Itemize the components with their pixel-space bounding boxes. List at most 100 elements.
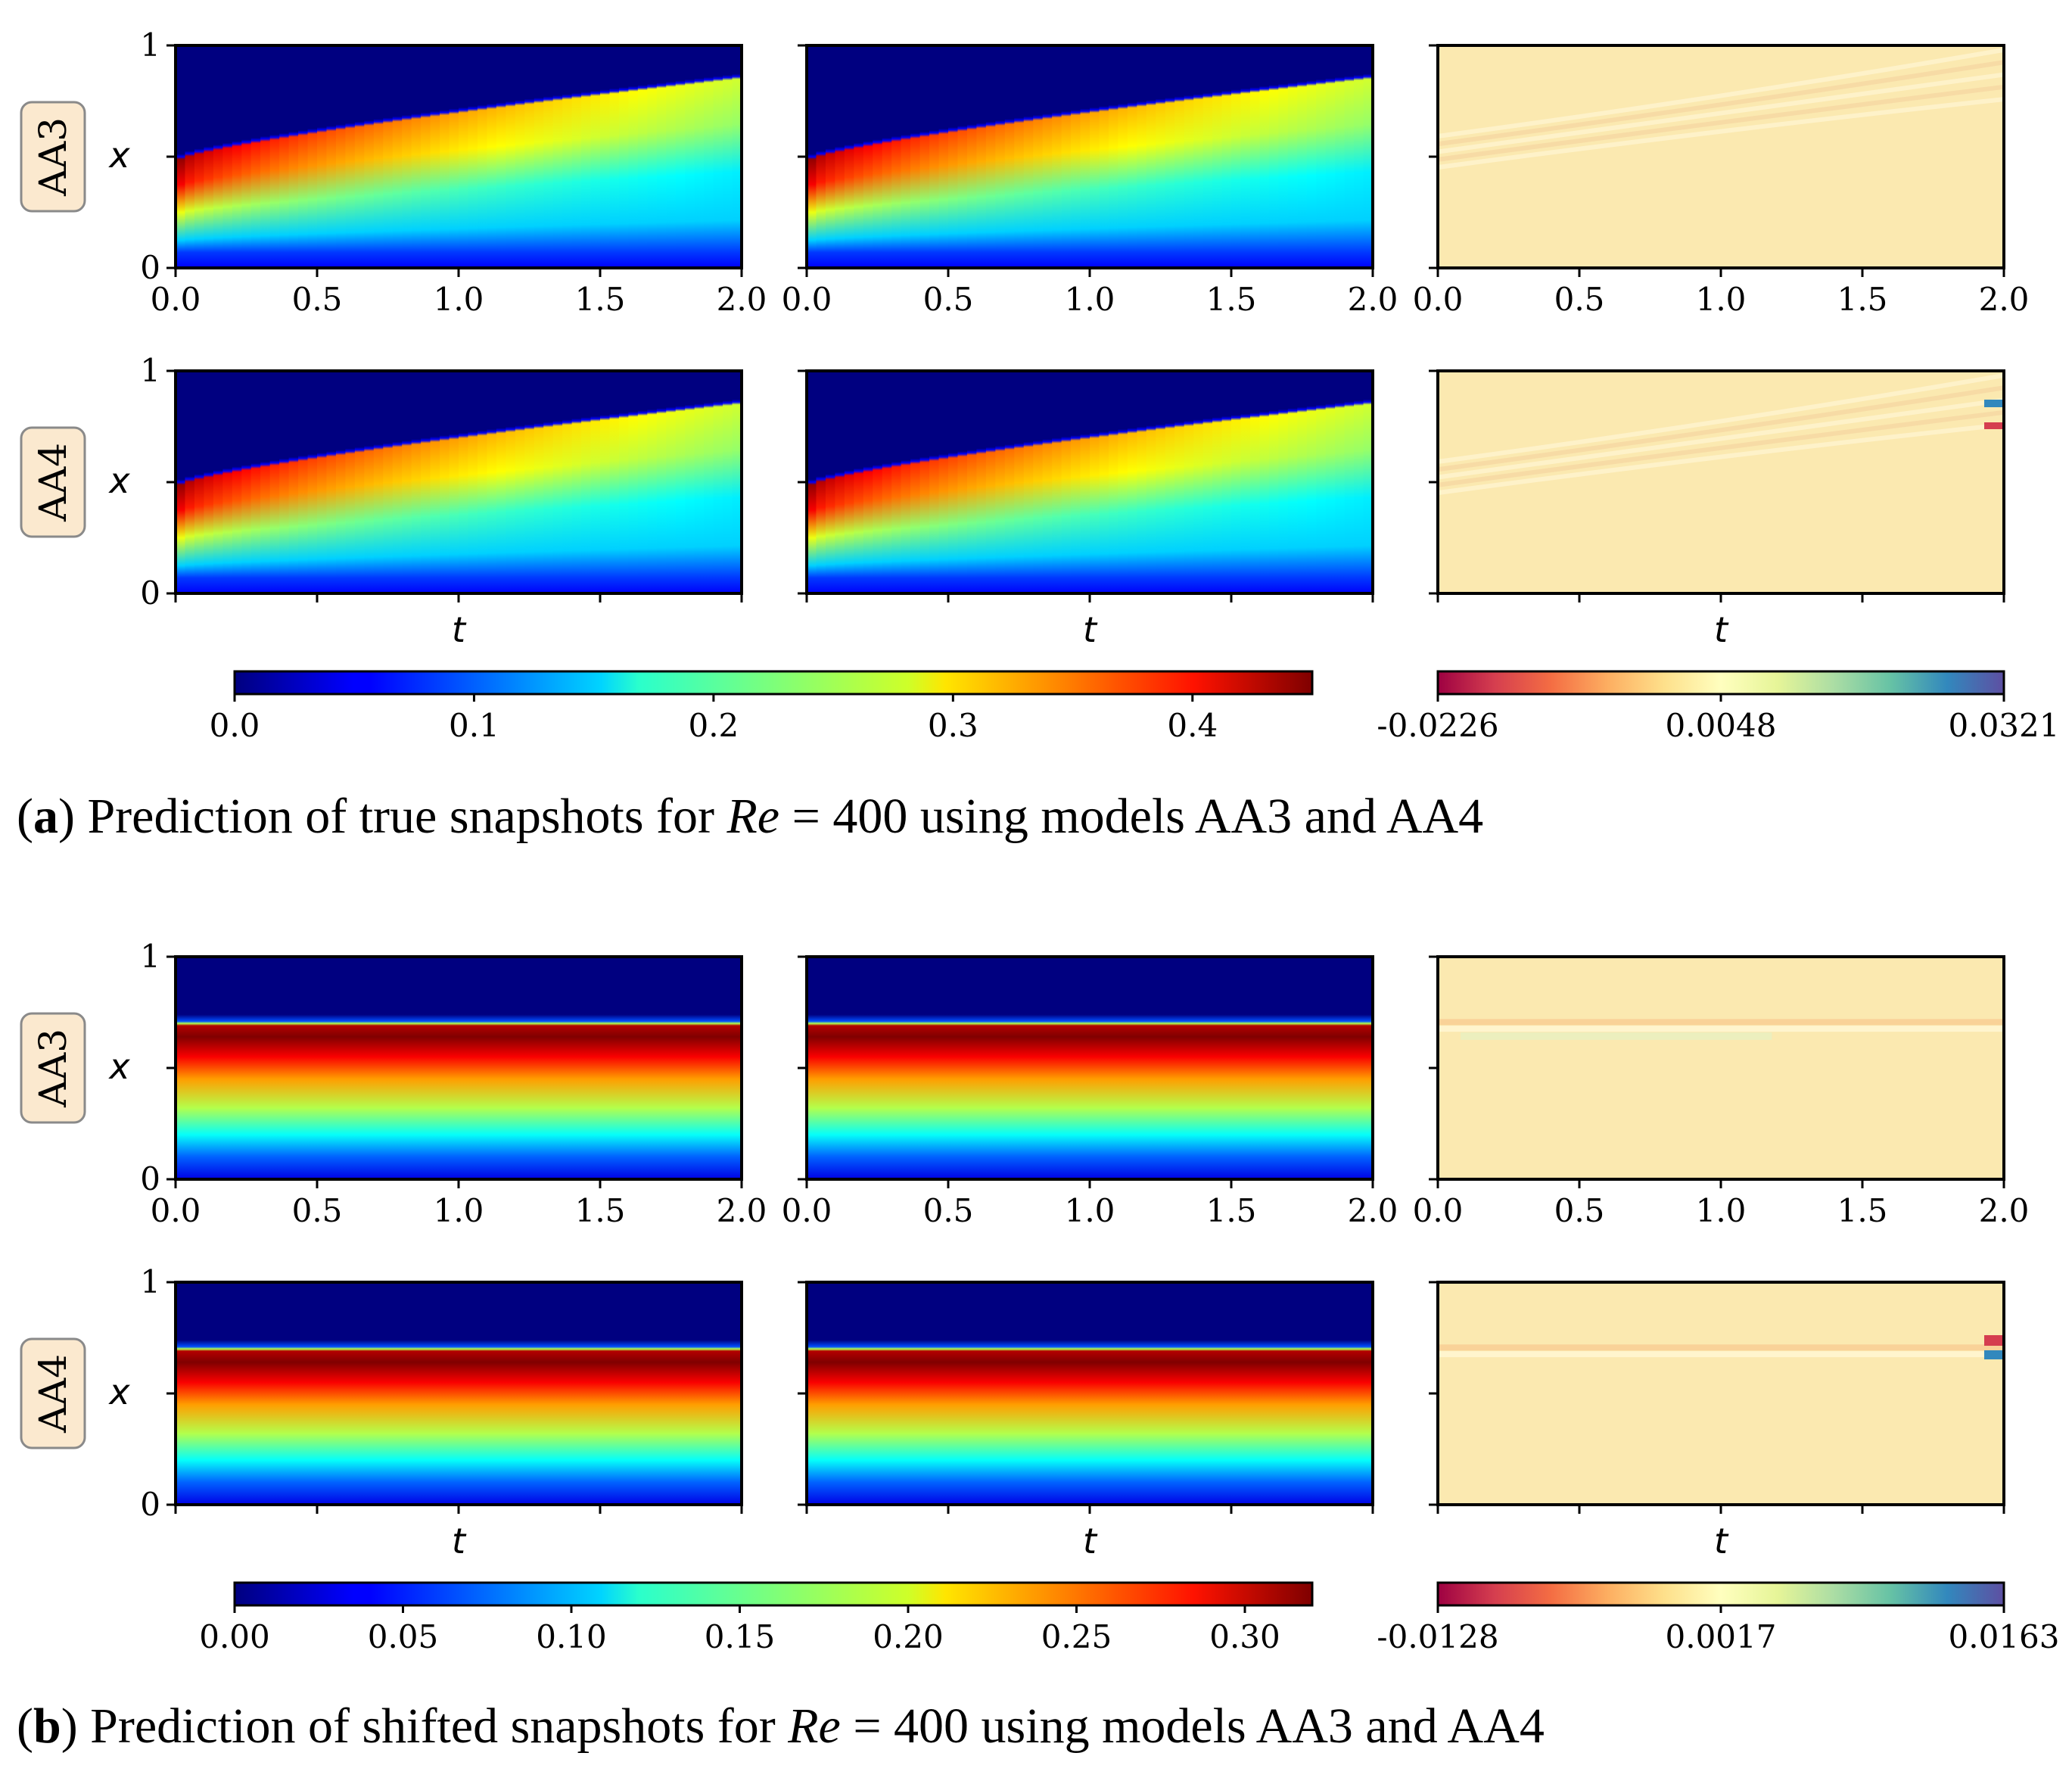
heatmap-column	[854, 45, 864, 268]
heatmap-column	[581, 45, 592, 268]
caption: (b) Prediction of shifted snapshots for …	[17, 1698, 1545, 1754]
heatmap-column	[1127, 45, 1138, 268]
y-axis-label: x	[107, 460, 130, 501]
heatmap-column	[1042, 371, 1053, 593]
colorbar-tick-label: 0.0321	[1949, 707, 2060, 744]
error-background	[1438, 1282, 2004, 1505]
caption: (a) Prediction of true snapshots for Re …	[17, 789, 1483, 844]
caption-letter: b	[33, 1698, 61, 1754]
heatmap-column	[1249, 45, 1261, 268]
error-streak	[1437, 373, 2005, 464]
x-tick-label: 1.5	[1206, 1192, 1257, 1229]
heatmap-column	[354, 371, 366, 593]
heatmap-column	[985, 45, 997, 268]
heatmap-column	[637, 45, 649, 268]
heatmap-column	[1325, 371, 1336, 593]
heatmap-column	[976, 371, 987, 593]
heatmap-column	[373, 371, 384, 593]
heatmap-column	[477, 45, 488, 268]
colorbar-error	[1436, 670, 2005, 696]
heatmap-column	[1202, 45, 1214, 268]
caption-paren: (	[17, 1698, 33, 1754]
x-axis-label: t	[452, 1521, 467, 1561]
heatmap-column	[675, 45, 686, 268]
x-tick-label: 0.0	[782, 281, 832, 318]
heatmap-column	[430, 371, 441, 593]
heatmap-column	[618, 45, 630, 268]
heatmap-column	[185, 371, 195, 593]
x-tick-label: 0.5	[923, 1192, 974, 1229]
heatmap-column	[383, 45, 394, 268]
heatmap-column	[552, 45, 564, 268]
heatmap-column	[1090, 45, 1100, 268]
heatmap-column	[1023, 371, 1034, 593]
heatmap-column	[1240, 371, 1251, 593]
heatmap-column	[222, 371, 233, 593]
heatmap-column	[1287, 371, 1299, 593]
heatmap-column	[854, 371, 864, 593]
colorbar-tick-label: 0.0163	[1949, 1618, 2060, 1655]
caption-re: Re	[726, 789, 779, 844]
heatmap-column	[298, 45, 309, 268]
heatmap-column	[618, 371, 630, 593]
heatmap-column	[816, 371, 826, 593]
heatmap-column	[723, 371, 733, 593]
heatmap-column	[1297, 371, 1308, 593]
x-tick-label: 1.0	[1696, 1192, 1747, 1229]
colorbar-tick-label: 0.30	[1209, 1618, 1280, 1655]
heatmap-column	[666, 45, 677, 268]
heatmap-column	[232, 371, 243, 593]
heatmap-column	[1259, 45, 1270, 268]
heatmap-column	[449, 45, 459, 268]
y-tick-label: 0	[140, 249, 160, 286]
row-label: AA3	[31, 1029, 75, 1108]
heatmap-column	[1344, 371, 1355, 593]
heatmap-column	[241, 371, 252, 593]
heatmap-column	[1118, 45, 1128, 268]
heatmap-column	[213, 45, 224, 268]
heatmap-column	[919, 45, 931, 268]
x-tick-label: 2.0	[1348, 281, 1398, 318]
heatmap-column	[345, 371, 356, 593]
heatmap-column	[844, 371, 855, 593]
row-label: AA4	[31, 443, 75, 522]
heatmap-column	[1156, 45, 1166, 268]
heatmap-column	[1344, 45, 1355, 268]
heatmap-column	[938, 371, 949, 593]
x-tick-label: 0.0	[1413, 1192, 1464, 1229]
heatmap-column	[957, 45, 968, 268]
heatmap-column	[1165, 371, 1176, 593]
heatmap-column	[1231, 371, 1242, 593]
heatmap-column	[1325, 45, 1336, 268]
x-tick-label: 1.5	[1837, 281, 1888, 318]
heatmap-column	[1137, 45, 1147, 268]
heatmap-column	[1146, 371, 1157, 593]
x-tick-label: 1.0	[434, 1192, 484, 1229]
heatmap-column	[402, 371, 412, 593]
row-label: AA4	[31, 1354, 75, 1434]
heatmap-column	[552, 371, 564, 593]
heatmap-column	[279, 45, 290, 268]
heatmap-column	[647, 371, 658, 593]
y-tick-label: 0	[140, 1160, 160, 1197]
heatmap-column	[515, 371, 526, 593]
heatmap-column	[1061, 45, 1072, 268]
heatmap-column	[609, 45, 620, 268]
caption-letter: a	[33, 789, 58, 844]
heatmap-column	[1193, 45, 1204, 268]
heatmap-column	[562, 45, 573, 268]
heatmap-column	[704, 45, 714, 268]
heatmap-column	[1231, 45, 1242, 268]
heatmap-column	[1090, 371, 1100, 593]
heatmap-column	[392, 45, 403, 268]
colorbar-tick-label: 0.10	[536, 1618, 607, 1655]
heatmap-column	[732, 45, 742, 268]
x-tick-label: 0.0	[151, 281, 201, 318]
error-streak	[1437, 48, 2005, 139]
heatmap-column	[929, 45, 940, 268]
heatmap-column	[1221, 45, 1232, 268]
error-spot	[1984, 422, 2004, 429]
heatmap-column	[1156, 371, 1166, 593]
x-tick-label: 0.5	[923, 281, 974, 318]
error-streak	[1437, 422, 2005, 496]
